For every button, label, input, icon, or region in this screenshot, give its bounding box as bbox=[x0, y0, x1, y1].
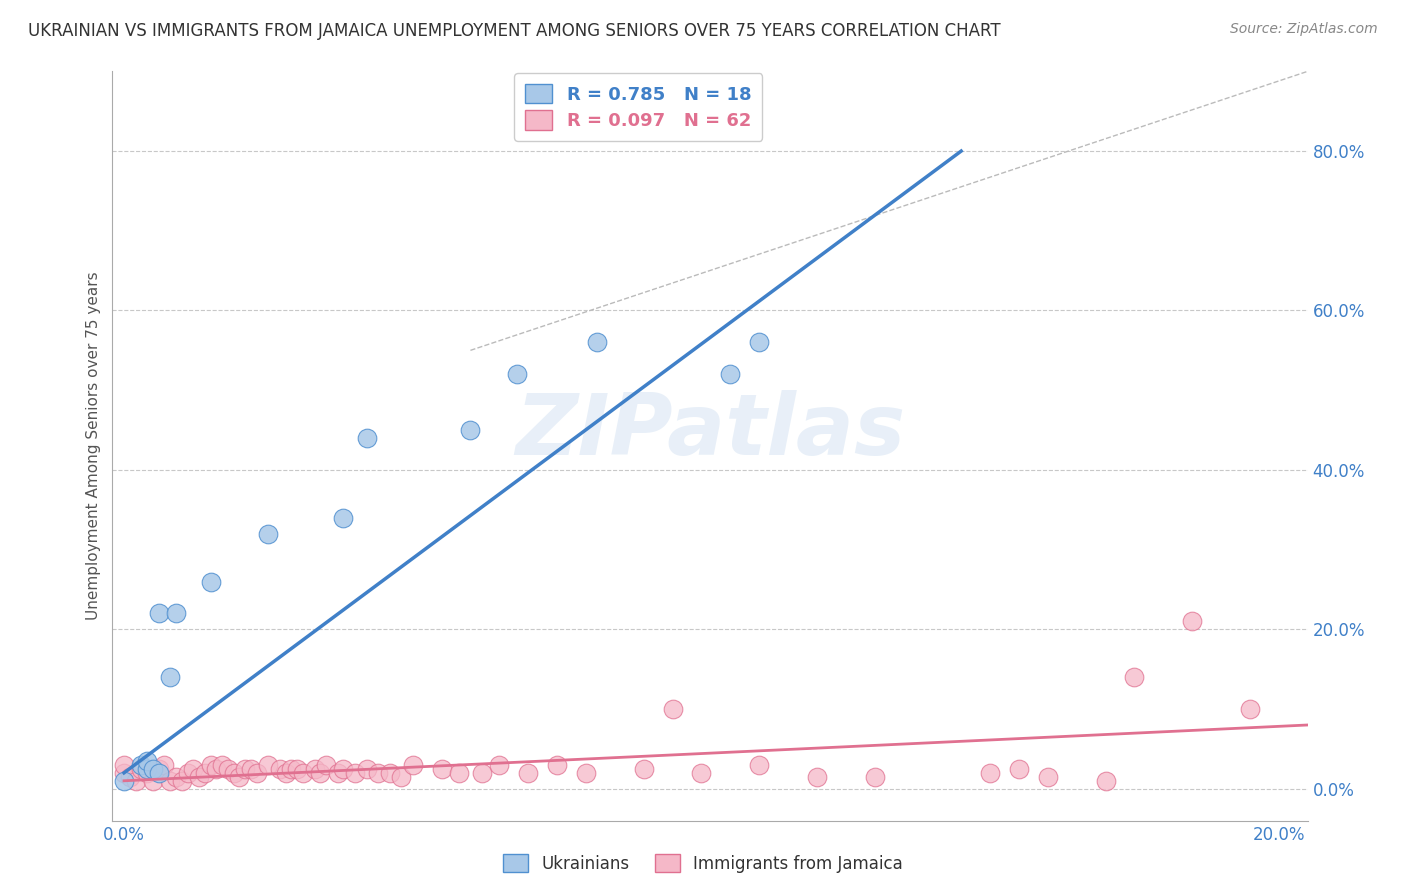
Point bbox=[505, 368, 527, 382]
Point bbox=[979, 765, 1001, 780]
Point bbox=[1239, 702, 1261, 716]
Point bbox=[159, 773, 181, 788]
Point bbox=[1094, 773, 1116, 788]
Point bbox=[863, 770, 886, 784]
Y-axis label: Unemployment Among Seniors over 75 years: Unemployment Among Seniors over 75 years bbox=[86, 272, 101, 620]
Point bbox=[367, 765, 389, 780]
Point bbox=[488, 757, 510, 772]
Point bbox=[181, 762, 204, 776]
Point bbox=[269, 762, 291, 776]
Point bbox=[280, 762, 302, 776]
Point bbox=[200, 757, 222, 772]
Point bbox=[136, 765, 159, 780]
Point bbox=[211, 757, 233, 772]
Point bbox=[142, 773, 165, 788]
Point bbox=[326, 765, 349, 780]
Point bbox=[402, 757, 425, 772]
Point bbox=[205, 762, 228, 776]
Point bbox=[222, 765, 245, 780]
Point bbox=[356, 431, 378, 445]
Point bbox=[332, 762, 354, 776]
Point bbox=[304, 762, 326, 776]
Point bbox=[228, 770, 250, 784]
Point bbox=[332, 510, 354, 524]
Point bbox=[633, 762, 655, 776]
Point bbox=[1123, 670, 1146, 684]
Point bbox=[274, 765, 297, 780]
Legend: Ukrainians, Immigrants from Jamaica: Ukrainians, Immigrants from Jamaica bbox=[496, 847, 910, 880]
Point bbox=[586, 335, 609, 350]
Point bbox=[176, 765, 198, 780]
Point bbox=[285, 762, 308, 776]
Point bbox=[447, 765, 470, 780]
Point bbox=[112, 765, 135, 780]
Point bbox=[148, 765, 170, 780]
Point bbox=[136, 762, 159, 776]
Point bbox=[165, 770, 187, 784]
Text: ZIPatlas: ZIPatlas bbox=[515, 390, 905, 473]
Point bbox=[430, 762, 453, 776]
Point bbox=[343, 765, 366, 780]
Point bbox=[356, 762, 378, 776]
Point bbox=[200, 574, 222, 589]
Point bbox=[257, 526, 280, 541]
Point bbox=[292, 765, 315, 780]
Point bbox=[389, 770, 412, 784]
Point bbox=[517, 765, 540, 780]
Point bbox=[246, 765, 269, 780]
Point bbox=[690, 765, 713, 780]
Point bbox=[217, 762, 239, 776]
Point bbox=[806, 770, 828, 784]
Point bbox=[661, 702, 683, 716]
Point bbox=[136, 754, 159, 768]
Point bbox=[748, 335, 770, 350]
Point bbox=[315, 757, 337, 772]
Point bbox=[257, 757, 280, 772]
Point bbox=[240, 762, 263, 776]
Text: UKRAINIAN VS IMMIGRANTS FROM JAMAICA UNEMPLOYMENT AMONG SENIORS OVER 75 YEARS CO: UKRAINIAN VS IMMIGRANTS FROM JAMAICA UNE… bbox=[28, 22, 1001, 40]
Point bbox=[142, 762, 165, 776]
Point bbox=[170, 773, 193, 788]
Legend: R = 0.785   N = 18, R = 0.097   N = 62: R = 0.785 N = 18, R = 0.097 N = 62 bbox=[515, 73, 762, 141]
Point bbox=[148, 607, 170, 621]
Point bbox=[471, 765, 494, 780]
Point bbox=[1181, 615, 1204, 629]
Point bbox=[112, 757, 135, 772]
Point bbox=[165, 607, 187, 621]
Text: Source: ZipAtlas.com: Source: ZipAtlas.com bbox=[1230, 22, 1378, 37]
Point bbox=[546, 757, 568, 772]
Point bbox=[124, 773, 146, 788]
Point bbox=[748, 757, 770, 772]
Point bbox=[194, 765, 217, 780]
Point bbox=[378, 765, 401, 780]
Point bbox=[131, 762, 153, 776]
Point bbox=[1036, 770, 1059, 784]
Point bbox=[233, 762, 256, 776]
Point bbox=[188, 770, 211, 784]
Point bbox=[309, 765, 332, 780]
Point bbox=[159, 670, 181, 684]
Point bbox=[153, 757, 176, 772]
Point bbox=[112, 773, 135, 788]
Point bbox=[148, 762, 170, 776]
Point bbox=[718, 368, 741, 382]
Point bbox=[131, 757, 153, 772]
Point bbox=[575, 765, 598, 780]
Point bbox=[1008, 762, 1031, 776]
Point bbox=[118, 770, 141, 784]
Point bbox=[460, 423, 482, 437]
